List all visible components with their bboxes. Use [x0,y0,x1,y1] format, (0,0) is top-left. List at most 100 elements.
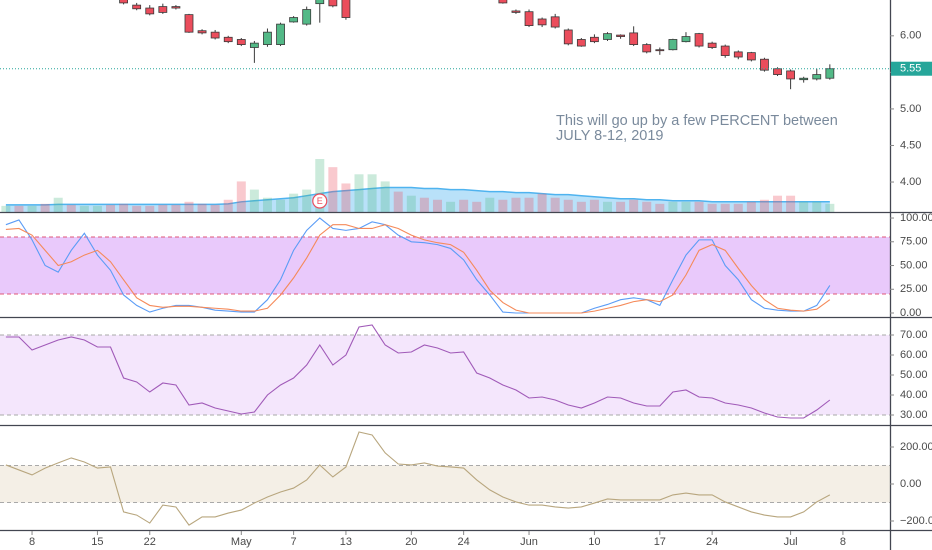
labels: This will go up by a few PERCENT between… [29,30,932,548]
volume-bar [40,203,50,212]
candle-body [590,36,599,43]
event-marker-label: E [317,196,323,206]
volume-bar [106,204,116,212]
candle-body [799,77,809,81]
volume-bar [720,203,730,212]
volume-bar [262,197,272,212]
candle-body [550,16,560,28]
pane-marks: E [0,0,890,212]
candle-body [276,23,285,45]
pane-marks [5,324,831,419]
volume-bar [210,204,220,212]
volume-bar [642,201,652,212]
volume-ma-area [5,187,830,212]
candle-body [249,42,259,48]
pane-backgrounds [0,236,890,504]
candle-body [119,0,128,4]
candle-body [720,45,730,56]
volume-bar [485,197,495,212]
volume-bar [315,159,325,212]
candle-body [681,36,691,43]
candle-body [707,42,717,48]
pane-background [0,334,890,416]
volume-bar [236,181,246,212]
volume-bar [589,199,599,212]
x-tick-label: 15 [91,536,103,548]
y-tick-label: 60.00 [900,349,928,361]
volume-bar [603,201,613,212]
volume-bar [197,203,207,212]
candle-body [760,58,769,71]
volume-bar [707,203,717,212]
volume-bar [472,201,482,212]
candle-body [223,36,233,43]
x-tick-label: 22 [144,536,156,548]
volume-bar [825,203,835,212]
candle-body [524,11,534,26]
volume-bar [393,191,403,212]
candle-body [733,51,743,58]
x-tick-label: 8 [840,536,846,548]
volume-bar [145,205,155,212]
x-tick-label: 10 [588,536,600,548]
x-tick-label: Jul [784,536,798,548]
x-tick-label: 13 [340,536,352,548]
x-tick-label: 7 [291,536,297,548]
volume-bar [524,197,534,212]
candle-body [210,31,220,39]
series-line [5,217,831,314]
candle-body [197,30,207,34]
candle-body [537,18,547,26]
volume-bar [341,183,351,212]
volume-bar [367,174,377,212]
volume-bar [511,197,521,212]
volume-bar [79,205,89,212]
volume-bar [550,197,560,212]
event-marker [312,193,328,209]
volume-bar [799,201,809,212]
volume-bar [132,205,142,212]
band-fill [0,237,890,295]
volume-bar [419,197,429,212]
volume-bar [66,204,76,212]
volume-bar [498,199,508,212]
candle-body [642,44,652,53]
y-tick-label: 0.00 [900,478,921,490]
candle-body [289,17,299,23]
annotation-line: This will go up by a few PERCENT between [556,113,838,129]
volume-bar [459,199,469,212]
candle-body [655,49,665,52]
volume-bar [759,199,769,212]
candle-body [145,7,155,15]
volume-bar [328,167,338,212]
volume-bar [655,203,665,212]
candle-body [746,52,756,61]
volume-bar [184,201,194,212]
volume-bar [92,205,102,212]
candle-body [341,0,351,18]
volume-bar [249,189,259,212]
volume-bar [733,203,743,212]
volume-bar [432,199,442,212]
annotation-line: JULY 8-12, 2019 [556,128,663,144]
candle-body [263,31,272,45]
volume-bar [681,201,691,212]
y-tick-label: 200.00 [900,441,932,453]
y-tick-label: 40.00 [900,389,928,401]
volume-bar [289,193,299,212]
volume-bar [616,201,626,212]
y-tick-label: 50.00 [900,369,928,381]
candle-body [158,6,168,13]
candle-body [616,34,625,37]
y-tick-label: 25.00 [900,283,928,295]
x-tick-label: 20 [405,536,417,548]
volume-bar [576,201,586,212]
y-tick-label: 30.00 [900,409,928,421]
y-tick-label: 6.00 [900,30,921,42]
candle-body [315,0,325,5]
volume-ma-line [5,186,830,206]
volume-bar [812,201,822,212]
candle-body [236,39,246,45]
plot-marks: E [0,0,890,526]
